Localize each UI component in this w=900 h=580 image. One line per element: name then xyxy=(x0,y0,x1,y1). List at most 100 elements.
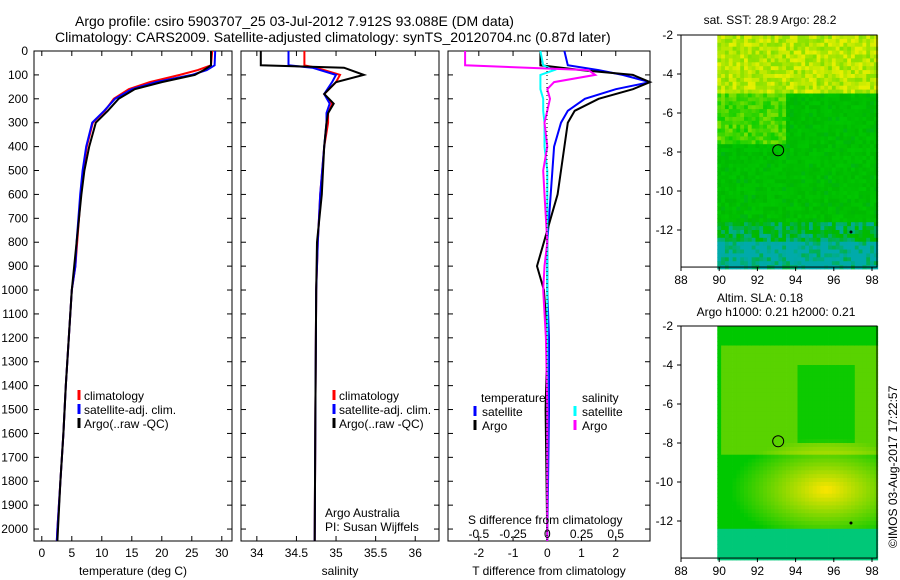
map-cell xyxy=(828,415,833,420)
map-cell xyxy=(728,132,733,137)
map-cell xyxy=(778,89,783,94)
map-cell xyxy=(847,372,852,378)
map-cell xyxy=(782,532,787,537)
map-cell xyxy=(801,93,806,98)
map-cell xyxy=(793,93,798,98)
map-cell xyxy=(793,485,798,491)
map-cell xyxy=(717,431,722,436)
map-cell xyxy=(786,109,791,114)
map-cell xyxy=(717,427,722,432)
map-cell xyxy=(786,136,791,141)
map-cell xyxy=(740,493,745,498)
map-cell xyxy=(770,524,775,530)
map-cell xyxy=(808,163,814,168)
map-cell xyxy=(728,349,733,354)
map-cell xyxy=(839,74,844,79)
map-cell xyxy=(766,419,772,424)
map-cell xyxy=(724,167,730,172)
map-cell xyxy=(805,241,810,246)
map-cell xyxy=(728,198,733,204)
map-cell xyxy=(755,528,760,534)
map-cell xyxy=(763,89,768,94)
map-cell xyxy=(850,458,856,463)
map-cell xyxy=(766,392,772,397)
map-cell xyxy=(866,206,871,211)
map-cell xyxy=(847,470,852,475)
map-cell xyxy=(820,136,825,141)
map-cell xyxy=(740,253,745,258)
map-cell xyxy=(789,191,795,196)
map-cell xyxy=(724,446,730,452)
map-cell xyxy=(778,388,783,393)
map-cell xyxy=(782,528,787,534)
map-cell xyxy=(721,183,726,188)
map-cell xyxy=(828,50,833,55)
map-cell xyxy=(843,105,848,110)
map-cell xyxy=(770,222,775,227)
map-cell xyxy=(820,77,825,83)
map-cell xyxy=(770,532,775,537)
map-cell xyxy=(763,257,768,262)
map-cell xyxy=(812,396,817,401)
map-cell xyxy=(850,81,856,87)
map-cell xyxy=(850,368,856,374)
map-cell xyxy=(755,454,760,459)
map-cell xyxy=(812,326,817,331)
map-cell xyxy=(831,345,837,350)
map-cell xyxy=(755,474,760,479)
map-cell xyxy=(805,58,810,63)
map-cell xyxy=(843,427,848,432)
map-cell xyxy=(847,380,852,385)
map-cell xyxy=(724,509,730,514)
map-cell xyxy=(724,253,730,258)
map-cell xyxy=(858,155,863,161)
map-cell xyxy=(732,392,737,397)
map-cell xyxy=(786,218,791,223)
map-cell xyxy=(824,179,829,184)
map-cell xyxy=(766,407,772,413)
map-cell xyxy=(774,230,779,235)
map-cell xyxy=(721,435,726,440)
map-cell xyxy=(774,140,779,145)
map-cell xyxy=(755,152,760,157)
map-cell xyxy=(828,345,833,350)
map-cell xyxy=(759,419,764,424)
map-cell xyxy=(820,148,825,153)
map-cell xyxy=(789,411,795,417)
map-cell xyxy=(828,93,833,98)
map-cell xyxy=(835,446,840,452)
map-cell xyxy=(782,163,787,168)
map-cell xyxy=(797,517,802,522)
map-cell xyxy=(721,532,726,537)
map-cell xyxy=(854,261,860,266)
map-cell xyxy=(839,524,844,530)
map-cell xyxy=(824,257,829,262)
map-cell xyxy=(866,105,871,110)
map-cell xyxy=(736,257,741,262)
map-cell xyxy=(755,462,760,467)
map-cell xyxy=(797,415,802,420)
map-cell xyxy=(812,388,817,393)
map-cell xyxy=(858,152,863,157)
map-cell xyxy=(755,222,760,227)
map-cell xyxy=(835,326,840,331)
map-cell xyxy=(759,384,764,389)
map-cell xyxy=(824,202,829,207)
map-cell xyxy=(805,423,810,428)
map-cell xyxy=(835,478,840,483)
map-cell xyxy=(808,214,814,219)
map-cell xyxy=(774,513,779,518)
map-cell xyxy=(755,517,760,522)
map-cell xyxy=(751,77,756,83)
map-cell xyxy=(778,493,783,498)
map-cell xyxy=(778,155,783,161)
map-cell xyxy=(747,462,753,467)
map-cell xyxy=(770,105,775,110)
map-cell xyxy=(728,454,733,459)
map-cell xyxy=(778,226,783,231)
map-cell xyxy=(820,210,825,215)
map-cell xyxy=(812,261,817,266)
map-cell xyxy=(717,62,722,67)
map-cell xyxy=(789,93,795,98)
map-cell xyxy=(831,536,837,541)
